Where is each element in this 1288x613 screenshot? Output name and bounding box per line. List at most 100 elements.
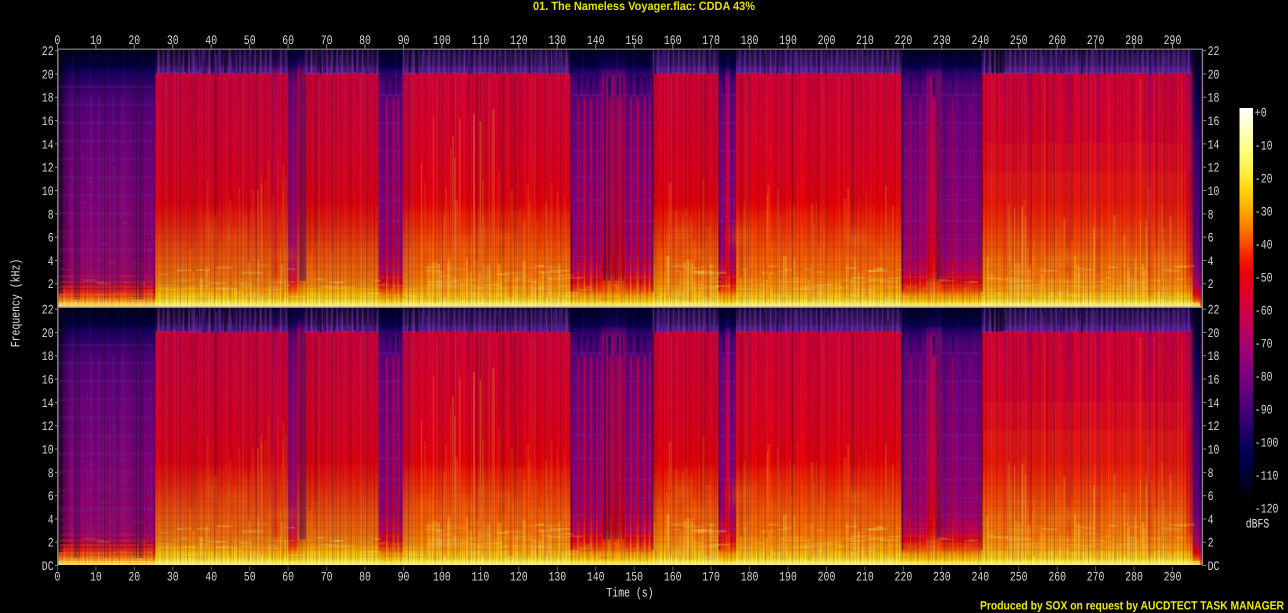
svg-text:10: 10 <box>1208 442 1220 457</box>
svg-text:110: 110 <box>472 33 490 48</box>
svg-text:8: 8 <box>1208 207 1214 222</box>
svg-text:-100: -100 <box>1255 435 1279 450</box>
svg-text:8: 8 <box>48 466 54 481</box>
svg-text:20: 20 <box>1208 67 1220 82</box>
svg-text:10: 10 <box>90 33 102 48</box>
svg-text:20: 20 <box>42 326 54 341</box>
svg-text:280: 280 <box>1125 569 1143 584</box>
svg-text:290: 290 <box>1164 33 1182 48</box>
svg-text:250: 250 <box>1010 33 1028 48</box>
svg-text:4: 4 <box>48 512 54 527</box>
svg-text:90: 90 <box>398 33 410 48</box>
svg-text:6: 6 <box>48 489 54 504</box>
svg-text:22: 22 <box>42 44 54 59</box>
svg-text:-110: -110 <box>1255 468 1279 483</box>
svg-text:30: 30 <box>167 569 179 584</box>
svg-text:DC: DC <box>1208 559 1220 574</box>
svg-text:200: 200 <box>818 569 836 584</box>
svg-text:110: 110 <box>472 569 490 584</box>
svg-text:12: 12 <box>42 161 54 176</box>
svg-text:2: 2 <box>48 536 54 551</box>
svg-text:-30: -30 <box>1255 204 1273 219</box>
svg-text:14: 14 <box>1208 137 1220 152</box>
svg-text:16: 16 <box>1208 373 1220 388</box>
svg-text:170: 170 <box>702 33 720 48</box>
svg-text:70: 70 <box>321 569 333 584</box>
svg-text:12: 12 <box>1208 419 1220 434</box>
svg-text:210: 210 <box>856 569 874 584</box>
svg-text:16: 16 <box>1208 114 1220 129</box>
svg-text:270: 270 <box>1087 569 1105 584</box>
svg-text:22: 22 <box>1208 303 1220 318</box>
svg-text:2: 2 <box>1208 536 1214 551</box>
svg-text:14: 14 <box>42 396 54 411</box>
svg-text:140: 140 <box>587 33 605 48</box>
svg-text:60: 60 <box>282 33 294 48</box>
svg-text:16: 16 <box>42 373 54 388</box>
svg-text:160: 160 <box>664 33 682 48</box>
svg-text:14: 14 <box>42 137 54 152</box>
svg-text:0: 0 <box>54 569 60 584</box>
svg-text:18: 18 <box>1208 349 1220 364</box>
svg-text:50: 50 <box>244 569 256 584</box>
svg-text:4: 4 <box>1208 254 1214 269</box>
svg-text:10: 10 <box>42 442 54 457</box>
svg-text:2: 2 <box>48 277 54 292</box>
svg-text:01. The Nameless Voyager.flac:: 01. The Nameless Voyager.flac: CDDA 43% <box>533 0 755 13</box>
svg-text:120: 120 <box>510 569 528 584</box>
svg-text:290: 290 <box>1164 569 1182 584</box>
svg-text:260: 260 <box>1048 569 1066 584</box>
svg-text:16: 16 <box>42 114 54 129</box>
svg-text:10: 10 <box>42 184 54 199</box>
svg-text:Produced by SOX on request by: Produced by SOX on request by AUCDTECT T… <box>980 598 1284 612</box>
svg-text:22: 22 <box>42 303 54 318</box>
svg-text:6: 6 <box>1208 489 1214 504</box>
svg-text:130: 130 <box>548 33 566 48</box>
svg-text:10: 10 <box>90 569 102 584</box>
svg-text:-20: -20 <box>1255 171 1273 186</box>
svg-text:100: 100 <box>433 569 451 584</box>
svg-text:140: 140 <box>587 569 605 584</box>
svg-text:Time (s): Time (s) <box>606 586 653 601</box>
svg-text:-50: -50 <box>1255 270 1273 285</box>
svg-text:12: 12 <box>1208 161 1220 176</box>
svg-text:260: 260 <box>1048 33 1066 48</box>
svg-text:90: 90 <box>398 569 410 584</box>
svg-text:8: 8 <box>48 207 54 222</box>
svg-text:150: 150 <box>625 33 643 48</box>
svg-text:190: 190 <box>779 33 797 48</box>
svg-text:180: 180 <box>741 33 759 48</box>
svg-text:0: 0 <box>54 33 60 48</box>
svg-text:-120: -120 <box>1255 501 1279 516</box>
svg-text:250: 250 <box>1010 569 1028 584</box>
svg-text:40: 40 <box>205 33 217 48</box>
svg-text:18: 18 <box>42 349 54 364</box>
svg-text:100: 100 <box>433 33 451 48</box>
svg-text:12: 12 <box>42 419 54 434</box>
svg-text:120: 120 <box>510 33 528 48</box>
svg-text:240: 240 <box>971 569 989 584</box>
svg-text:18: 18 <box>42 91 54 106</box>
svg-text:80: 80 <box>359 569 371 584</box>
svg-text:2: 2 <box>1208 277 1214 292</box>
svg-text:14: 14 <box>1208 396 1220 411</box>
svg-text:+0: +0 <box>1255 105 1267 120</box>
svg-text:Frequency (kHz): Frequency (kHz) <box>9 259 24 348</box>
svg-text:-60: -60 <box>1255 303 1273 318</box>
svg-text:20: 20 <box>42 67 54 82</box>
svg-text:dBFS: dBFS <box>1246 517 1270 532</box>
svg-text:210: 210 <box>856 33 874 48</box>
svg-text:200: 200 <box>818 33 836 48</box>
svg-text:220: 220 <box>895 569 913 584</box>
svg-text:10: 10 <box>1208 184 1220 199</box>
svg-text:8: 8 <box>1208 466 1214 481</box>
svg-text:-10: -10 <box>1255 138 1273 153</box>
svg-text:50: 50 <box>244 33 256 48</box>
svg-text:4: 4 <box>1208 512 1214 527</box>
svg-text:-80: -80 <box>1255 369 1273 384</box>
svg-text:130: 130 <box>548 569 566 584</box>
svg-text:150: 150 <box>625 569 643 584</box>
svg-text:230: 230 <box>933 33 951 48</box>
svg-text:30: 30 <box>167 33 179 48</box>
svg-text:170: 170 <box>702 569 720 584</box>
